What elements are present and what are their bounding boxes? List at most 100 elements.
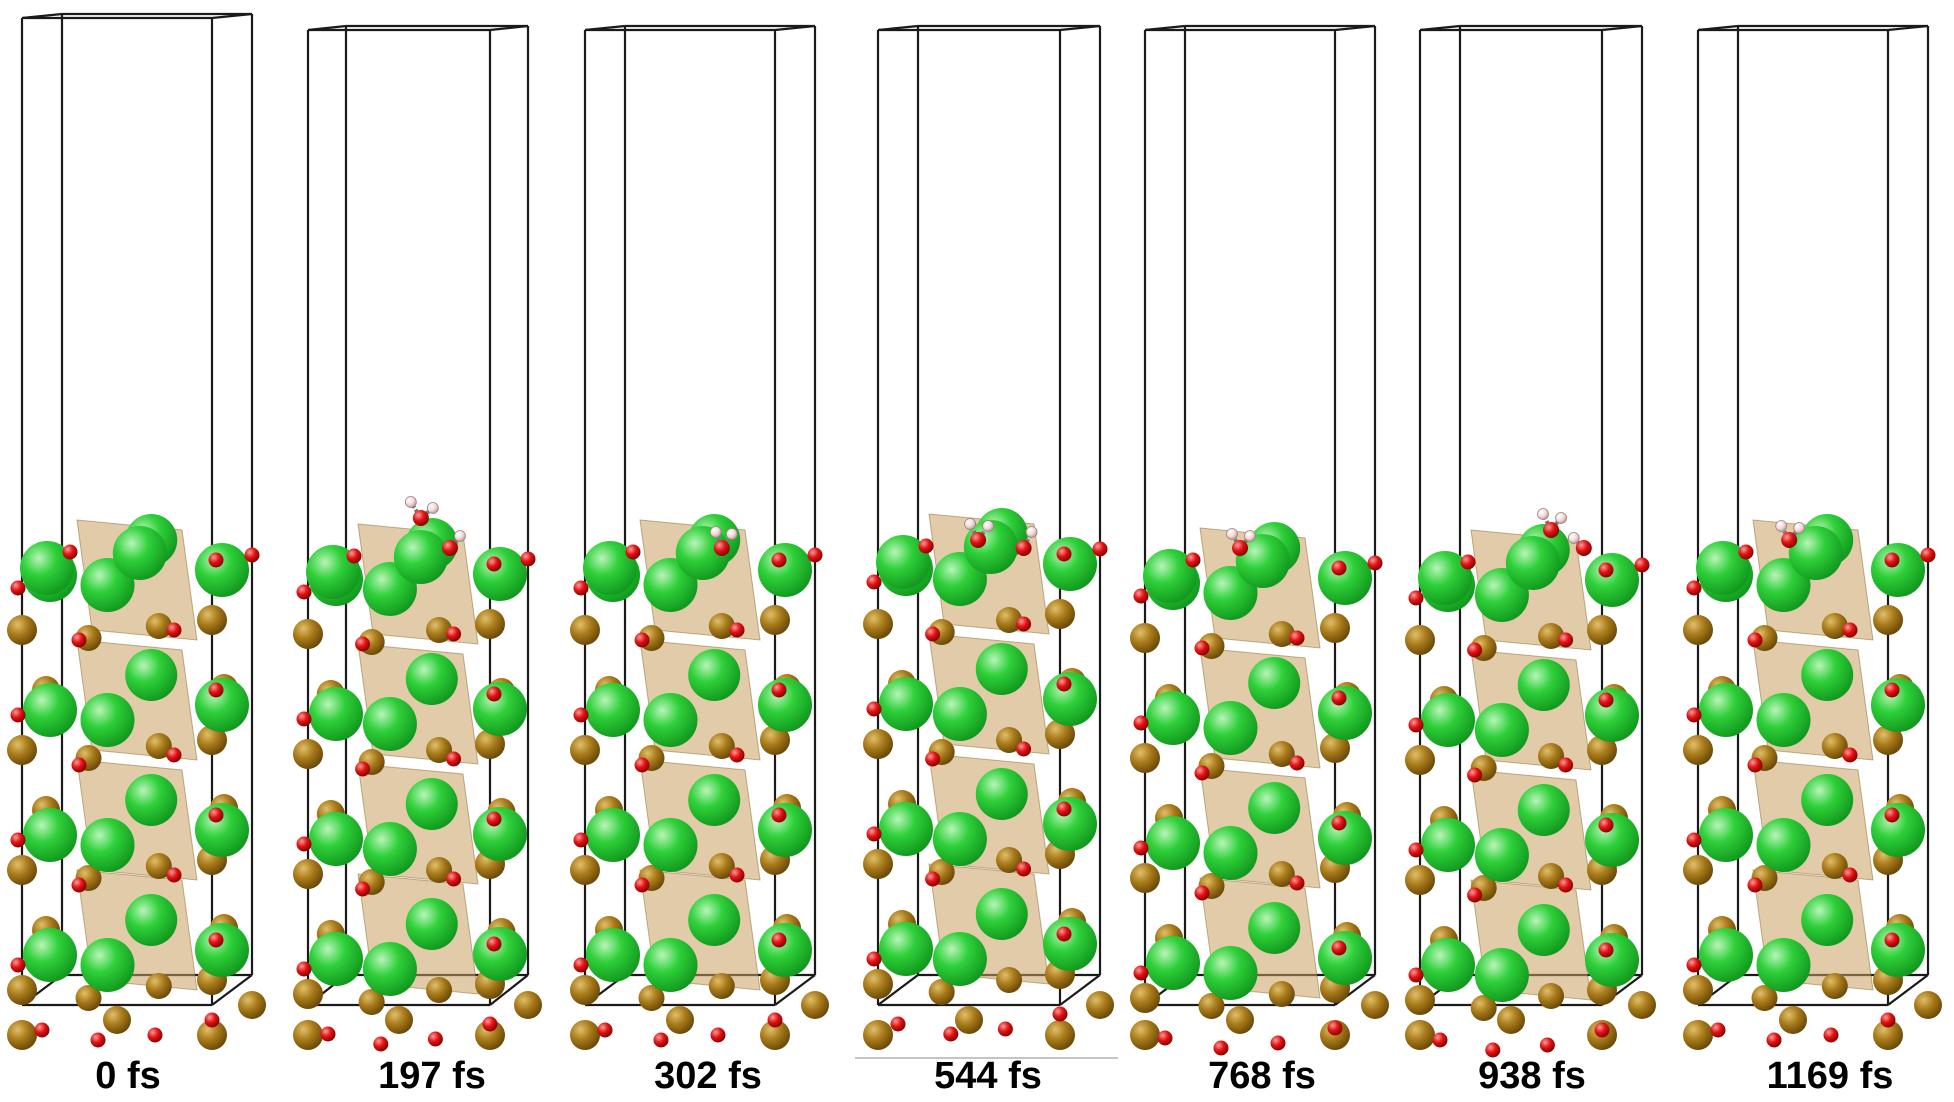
green-atom [80, 818, 135, 872]
oxygen-atom [355, 761, 371, 777]
atom-lattice [7, 514, 266, 1050]
oxygen-atom [1015, 540, 1032, 556]
green-atom [1788, 526, 1843, 580]
gold-atom [570, 735, 600, 765]
gold-atom [1538, 623, 1565, 649]
green-atom [1043, 537, 1097, 591]
green-atom [1318, 551, 1372, 605]
adsorbate-molecules [404, 496, 466, 556]
oxygen-atom [486, 686, 502, 702]
green-atom [758, 803, 812, 857]
oxygen-atom [412, 510, 429, 526]
oxygen-atom [866, 826, 882, 842]
green-atom [1421, 938, 1475, 992]
green-atom [1043, 672, 1097, 726]
atom-lattice [293, 518, 542, 1052]
green-atom [1517, 904, 1570, 956]
oxygen-atom [1467, 642, 1483, 658]
oxygen-atom [1747, 632, 1763, 648]
oxygen-atom [1781, 532, 1798, 548]
oxygen-atom [771, 932, 787, 948]
time-label: 302 fs [654, 1055, 762, 1097]
green-atom [405, 778, 458, 830]
oxygen-atom [296, 961, 312, 977]
oxygen-atom [1634, 557, 1650, 573]
hydrogen-atom [1775, 520, 1788, 532]
green-atom [1699, 808, 1753, 862]
gold-atom [1320, 613, 1350, 643]
oxygen-atom [997, 1021, 1013, 1037]
gold-atom [1130, 863, 1160, 893]
gold-atom [197, 605, 227, 635]
oxygen-atom [71, 632, 87, 648]
oxygen-atom [1016, 616, 1032, 632]
gold-atom [1268, 861, 1295, 887]
oxygen-atom [1194, 765, 1210, 781]
green-atom [643, 693, 698, 747]
gold-atom [7, 975, 37, 1005]
gold-atom [1226, 1006, 1254, 1034]
gold-atom [7, 615, 37, 645]
green-atom [195, 543, 249, 597]
gold-atom [1497, 1006, 1525, 1034]
green-atom [80, 938, 135, 992]
gold-atom [863, 969, 893, 999]
gold-atom [863, 609, 893, 639]
oxygen-atom [634, 632, 650, 648]
gold-atom [1683, 735, 1713, 765]
oxygen-atom [244, 547, 260, 563]
atom-lattice [1405, 524, 1656, 1058]
oxygen-atom [1232, 540, 1248, 556]
oxygen-atom [1686, 832, 1702, 848]
adsorbate-molecules [1537, 508, 1592, 556]
green-atom [879, 922, 933, 976]
green-atom [125, 894, 178, 946]
green-atom [1756, 938, 1811, 992]
gold-atom [996, 727, 1023, 753]
green-atom [975, 768, 1028, 820]
oxygen-atom [1460, 554, 1476, 570]
oxygen-atom [1485, 1042, 1501, 1058]
gold-atom [293, 859, 323, 889]
oxygen-atom [296, 836, 312, 852]
hydrogen-atom [964, 518, 976, 530]
gold-atom [514, 991, 542, 1019]
oxygen-atom [208, 932, 224, 948]
oxygen-atom [1686, 580, 1702, 596]
oxygen-atom [1016, 741, 1032, 757]
time-label: 0 fs [95, 1055, 160, 1097]
oxygen-atom [713, 540, 730, 556]
green-atom [125, 774, 178, 826]
oxygen-atom [1747, 877, 1763, 893]
atom-lattice [1683, 514, 1942, 1050]
oxygen-atom [482, 1016, 498, 1032]
gold-atom [1587, 735, 1617, 765]
oxygen-atom [520, 551, 536, 567]
green-atom [20, 541, 74, 595]
oxygen-atom [1289, 755, 1305, 771]
green-atom [473, 927, 527, 981]
snapshot-panel: 302 fs [570, 24, 829, 1097]
oxygen-atom [1056, 801, 1072, 817]
oxygen-atom [427, 1031, 443, 1047]
green-atom [362, 942, 417, 996]
green-atom [1756, 693, 1811, 747]
gold-atom [996, 607, 1023, 633]
green-atom [643, 818, 698, 872]
green-atom [688, 649, 741, 701]
oxygen-atom [1598, 562, 1614, 578]
oxygen-atom [1133, 715, 1149, 731]
oxygen-atom [771, 807, 787, 823]
time-label: 938 fs [1478, 1055, 1586, 1097]
green-atom [309, 932, 363, 986]
gold-atom [1821, 733, 1848, 759]
green-atom [112, 526, 167, 580]
green-atom [23, 808, 77, 862]
green-atom [1801, 894, 1854, 946]
oxygen-atom [710, 1027, 726, 1043]
oxygen-atom [10, 580, 26, 596]
gold-atom [475, 1020, 505, 1050]
gold-atom [293, 979, 323, 1009]
oxygen-atom [208, 807, 224, 823]
oxygen-atom [771, 682, 787, 698]
